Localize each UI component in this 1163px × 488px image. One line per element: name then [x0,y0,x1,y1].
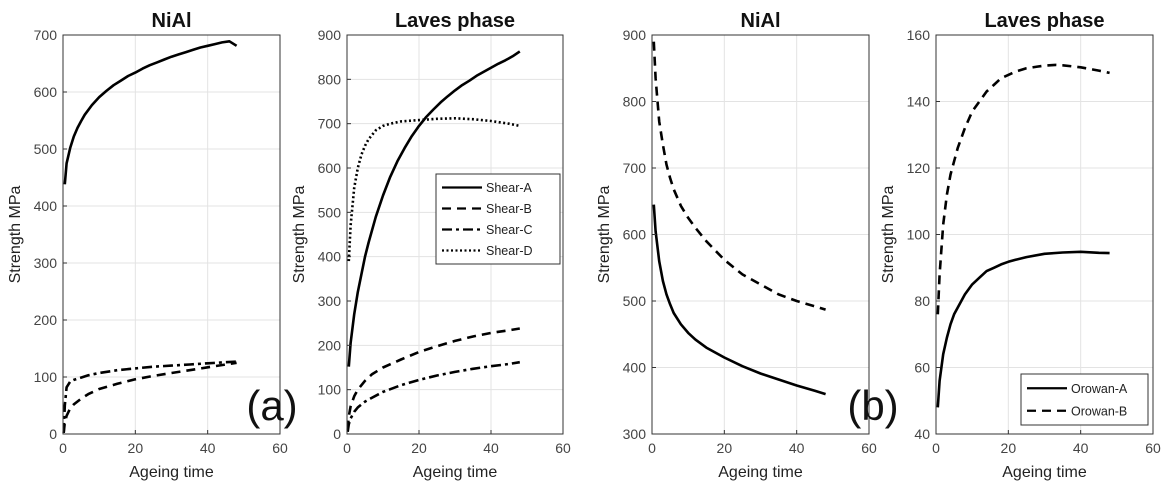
y-tick-label: 600 [318,160,342,176]
x-tick-label: 40 [200,440,216,456]
x-tick-label: 40 [483,440,499,456]
x-tick-label: 0 [343,440,351,456]
series-line-orowan-b [936,63,1110,315]
x-axis-label: Ageing time [413,464,498,481]
y-tick-label: 60 [914,360,930,376]
y-tick-label: 700 [34,27,58,43]
x-tick-label: 60 [272,440,288,456]
chart-panel-4: 0 20 40 60 40 60 80 100 120 140 160 Laves phase Agei… [880,10,1161,481]
y-tick-label: 800 [623,94,647,110]
y-tick-label: 600 [34,84,58,100]
x-tick-label: 40 [1073,440,1089,456]
x-tick-label: 0 [648,440,656,456]
y-axis-label: Strength MPa [7,185,24,283]
legend-entry-shear-b: Shear-B [486,202,532,216]
y-tick-label: 400 [34,198,58,214]
series-line-shear-b [346,327,521,430]
series-line-2 [652,41,826,311]
y-tick-label: 600 [623,227,647,243]
legend: Orowan-A Orowan-B [1020,373,1149,426]
legend-entry-shear-c: Shear-C [486,223,533,237]
y-tick-label: 200 [318,337,342,353]
y-axis-label: Strength MPa [880,185,897,283]
chart-title: Laves phase [984,10,1104,32]
x-tick-label: 0 [932,440,940,456]
y-tick-label: 300 [34,255,58,271]
y-tick-label: 100 [34,369,58,385]
y-tick-label: 140 [907,94,931,110]
chart-title: Laves phase [395,10,515,32]
series-line-2 [62,360,237,433]
x-tick-label: 60 [1145,440,1161,456]
y-tick-label: 400 [318,249,342,265]
legend-entry-orowan-b: Orowan-B [1071,404,1127,418]
series-line-orowan-a [936,250,1110,408]
x-tick-label: 0 [59,440,67,456]
y-tick-label: 500 [34,141,58,157]
y-tick-label: 300 [623,426,647,442]
legend-entry-shear-d: Shear-D [486,244,533,258]
y-tick-label: 500 [623,293,647,309]
x-tick-label: 20 [128,440,144,456]
y-tick-label: 800 [318,71,342,87]
y-tick-label: 300 [318,293,342,309]
x-tick-label: 60 [555,440,571,456]
y-tick-label: 0 [49,426,57,442]
y-tick-label: 100 [318,382,342,398]
legend-entry-orowan-a: Orowan-A [1071,382,1128,396]
panel-label-b: (b) [847,382,898,429]
x-tick-label: 20 [1001,440,1017,456]
series-line-1 [652,204,826,396]
y-axis-label: Strength MPa [596,185,613,283]
y-tick-label: 200 [34,312,58,328]
series-line-3 [62,361,237,434]
x-axis-label: Ageing time [129,464,214,481]
y-tick-label: 900 [623,27,647,43]
chart-panel-1: 0 20 40 600100200300400500600700NiAlAgeing … [7,10,288,481]
x-axis-label: Ageing time [718,464,803,481]
axes-frame [346,34,564,435]
y-tick-label: 400 [623,360,647,376]
x-tick-label: 20 [717,440,733,456]
panel-label-a: (a) [246,382,297,429]
y-tick-label: 700 [318,116,342,132]
y-tick-label: 120 [907,160,931,176]
y-axis-label: Strength MPa [291,185,308,283]
y-tick-label: 500 [318,204,342,220]
legend: Shear-A Shear-B Shear-C Shear-D [435,173,561,265]
series-line-1 [63,39,238,185]
chart-title: NiAl [152,10,192,32]
axes-frame [62,34,281,435]
y-tick-label: 80 [914,293,930,309]
chart-title: NiAl [741,10,781,32]
y-tick-label: 160 [907,27,931,43]
y-tick-label: 100 [907,227,931,243]
chart-panel-3: 0 20 40 60 300 400 500 600 700 800 900 NiAl Ageing t… [596,10,877,481]
x-axis-label: Ageing time [1002,464,1087,481]
x-tick-label: 40 [789,440,805,456]
y-tick-label: 0 [333,426,341,442]
series-line-shear-c [346,360,521,432]
legend-box [1020,373,1149,426]
series-line-shear-a [347,50,521,367]
x-tick-label: 60 [861,440,877,456]
legend-box [435,173,561,265]
series-line-shear-d [347,117,521,262]
y-tick-label: 40 [914,426,930,442]
x-tick-label: 20 [411,440,427,456]
legend-entry-shear-a: Shear-A [486,181,533,195]
y-tick-label: 700 [623,160,647,176]
chart-panel-2: 0 20 40 600100200300400500600700800900Laves… [291,10,571,481]
y-tick-label: 900 [318,27,342,43]
